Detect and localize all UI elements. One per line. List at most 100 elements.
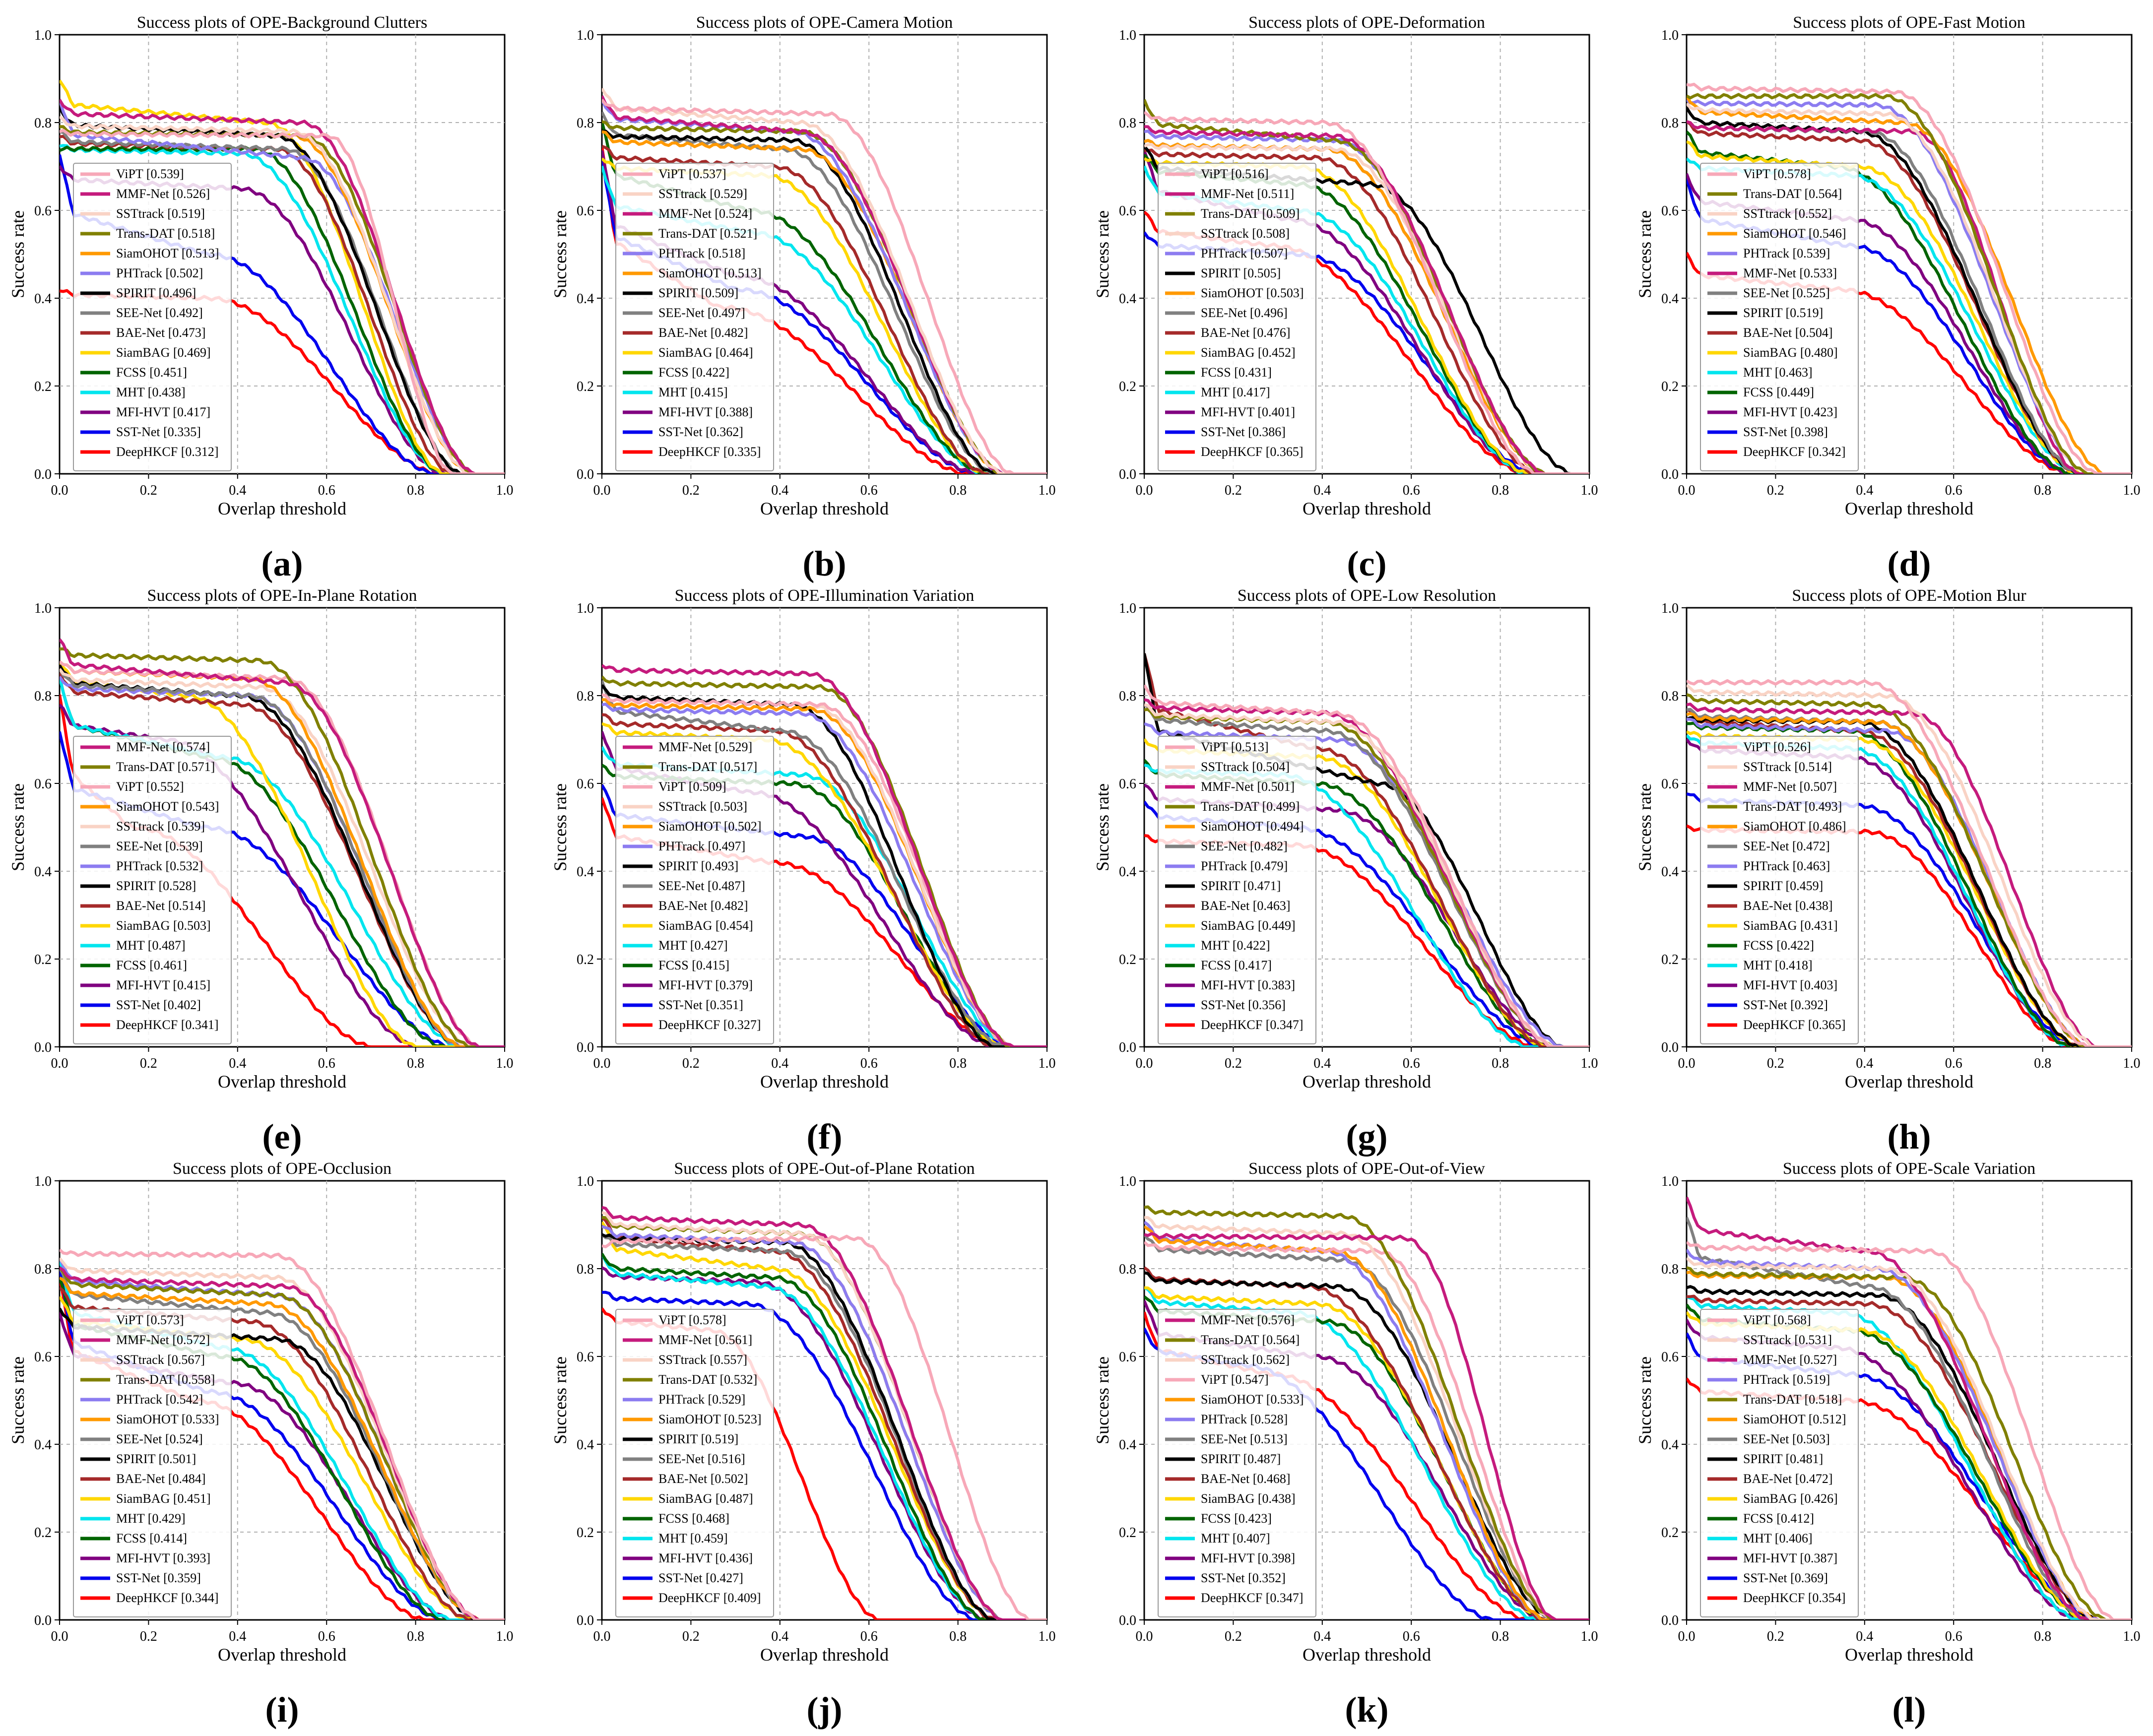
legend-entry-spirit: SPIRIT [0.493]	[658, 859, 738, 873]
legend	[1158, 1309, 1316, 1617]
series-line-trans-dat	[1687, 93, 2132, 474]
y-tick-label: 0.0	[1661, 1613, 1679, 1628]
y-tick-label: 0.8	[34, 116, 52, 131]
legend-entry-mfi-hvt: MFI-HVT [0.436]	[658, 1551, 753, 1565]
x-tick-label: 0.8	[1492, 483, 1509, 498]
legend	[73, 163, 232, 471]
x-tick-label: 1.0	[2123, 1056, 2141, 1071]
x-tick-label: 1.0	[1039, 483, 1056, 498]
x-tick-label: 1.0	[1581, 483, 1598, 498]
y-tick-label: 1.0	[1119, 28, 1136, 43]
series-line-sst-net	[602, 1290, 1047, 1620]
y-tick-label: 1.0	[1661, 601, 1679, 616]
y-tick-label: 1.0	[577, 601, 594, 616]
y-tick-label: 0.4	[1119, 864, 1136, 880]
x-tick-label: 0.8	[407, 1629, 424, 1644]
legend-entry-mfi-hvt: MFI-HVT [0.403]	[1743, 978, 1837, 992]
x-tick-label: 1.0	[496, 1629, 514, 1644]
legend	[1700, 163, 1859, 471]
legend-entry-mmf-net: MMF-Net [0.561]	[658, 1333, 752, 1347]
y-tick-label: 0.4	[577, 1437, 594, 1453]
x-tick-label: 1.0	[2123, 483, 2141, 498]
y-tick-label: 0.6	[34, 1350, 52, 1365]
panel-label: (i)	[265, 1690, 299, 1730]
legend-entry-deephkcf: DeepHKCF [0.365]	[1201, 445, 1304, 459]
x-axis-label: Overlap threshold	[1303, 1645, 1431, 1665]
x-tick-label: 0.4	[229, 1629, 246, 1644]
x-tick-label: 0.4	[1856, 1056, 1873, 1071]
x-axis-label: Overlap threshold	[218, 499, 346, 518]
x-tick-label: 0.8	[949, 1056, 967, 1071]
series-line-siambag	[1687, 140, 2132, 474]
legend-entry-deephkcf: DeepHKCF [0.347]	[1201, 1591, 1304, 1605]
legend-entry-siambag: SiamBAG [0.431]	[1743, 918, 1838, 933]
legend-entry-mmf-net: MMF-Net [0.572]	[116, 1333, 210, 1347]
legend-entry-trans-dat: Trans-DAT [0.518]	[116, 226, 215, 241]
y-tick-label: 0.2	[577, 1525, 594, 1541]
x-axis-label: Overlap threshold	[1845, 499, 1973, 518]
y-tick-label: 0.2	[1119, 1525, 1136, 1541]
y-tick-label: 1.0	[577, 28, 594, 43]
legend-entry-spirit: SPIRIT [0.528]	[116, 879, 196, 893]
y-tick-label: 1.0	[34, 1174, 52, 1189]
y-tick-label: 0.4	[34, 291, 52, 307]
legend-entry-bae-net: BAE-Net [0.438]	[1743, 899, 1833, 913]
legend-entry-bae-net: BAE-Net [0.468]	[1201, 1472, 1291, 1486]
series-line-fcss	[1687, 721, 2132, 1047]
x-tick-label: 0.4	[1856, 1629, 1873, 1644]
legend-entry-bae-net: BAE-Net [0.473]	[116, 325, 206, 340]
series-line-ssttrack	[1687, 1257, 2132, 1620]
legend-entry-siamohot: SiamOHOT [0.523]	[658, 1412, 762, 1426]
legend-entry-bae-net: BAE-Net [0.482]	[658, 899, 748, 913]
x-tick-label: 0.6	[1945, 1056, 1962, 1071]
legend-entry-mht: MHT [0.415]	[658, 385, 728, 399]
legend-entry-mht: MHT [0.429]	[116, 1511, 186, 1526]
y-tick-label: 0.8	[1119, 689, 1136, 704]
series-line-siamohot	[60, 1276, 505, 1620]
legend-entry-fcss: FCSS [0.461]	[116, 958, 187, 972]
x-tick-label: 0.0	[1678, 1056, 1696, 1071]
panel-label: (f)	[807, 1117, 843, 1157]
legend-entry-siambag: SiamBAG [0.503]	[116, 918, 211, 933]
legend-entry-mfi-hvt: MFI-HVT [0.388]	[658, 405, 753, 419]
x-tick-label: 0.8	[949, 483, 967, 498]
legend-entry-siambag: SiamBAG [0.426]	[1743, 1491, 1838, 1506]
x-tick-label: 0.2	[140, 1629, 157, 1644]
y-tick-label: 0.8	[1661, 689, 1679, 704]
panel-f: Success plots of OPE-Illumination Variat…	[550, 586, 1056, 1157]
x-tick-label: 0.6	[1403, 483, 1420, 498]
legend-entry-siambag: SiamBAG [0.438]	[1201, 1491, 1296, 1506]
series-layer	[60, 638, 505, 1047]
panel-label: (h)	[1888, 1117, 1931, 1157]
legend-entry-spirit: SPIRIT [0.487]	[1201, 1452, 1281, 1466]
x-tick-label: 0.2	[140, 1056, 157, 1071]
x-tick-label: 0.8	[407, 483, 424, 498]
x-tick-label: 0.6	[1403, 1629, 1420, 1644]
legend-entry-spirit: SPIRIT [0.471]	[1201, 879, 1281, 893]
legend-entry-see-net: SEE-Net [0.496]	[1201, 306, 1288, 320]
legend-entry-trans-dat: Trans-DAT [0.532]	[658, 1372, 757, 1387]
x-tick-label: 0.2	[1225, 1629, 1242, 1644]
x-axis-label: Overlap threshold	[1303, 499, 1431, 518]
legend-entry-mht: MHT [0.417]	[1201, 385, 1270, 399]
legend-entry-mmf-net: MMF-Net [0.501]	[1201, 779, 1295, 794]
y-tick-label: 0.8	[1119, 116, 1136, 131]
legend-entry-phtrack: PHTrack [0.502]	[116, 266, 203, 280]
legend-entry-vipt: ViPT [0.526]	[1743, 740, 1811, 754]
y-tick-label: 0.2	[34, 379, 52, 394]
legend-entry-spirit: SPIRIT [0.509]	[658, 286, 738, 300]
legend-entry-mmf-net: MMF-Net [0.527]	[1743, 1352, 1837, 1367]
legend-entry-vipt: ViPT [0.578]	[1743, 167, 1811, 181]
legend-entry-ssttrack: SSTtrack [0.531]	[1743, 1333, 1832, 1347]
x-tick-label: 0.0	[593, 1629, 611, 1644]
legend-entry-fcss: FCSS [0.431]	[1201, 365, 1272, 380]
series-line-mmf-net	[602, 1206, 1047, 1620]
x-axis-label: Overlap threshold	[1845, 1072, 1973, 1092]
legend-entry-phtrack: PHTrack [0.532]	[116, 859, 203, 873]
x-tick-label: 0.2	[682, 1056, 700, 1071]
panel-d: Success plots of OPE-Fast Motion 0.0 0.2 0.…	[1635, 13, 2141, 583]
legend-entry-siambag: SiamBAG [0.454]	[658, 918, 753, 933]
y-tick-label: 0.6	[34, 776, 52, 792]
legend-entry-ssttrack: SSTtrack [0.539]	[116, 819, 205, 834]
legend-entry-siamohot: SiamOHOT [0.533]	[116, 1412, 219, 1426]
